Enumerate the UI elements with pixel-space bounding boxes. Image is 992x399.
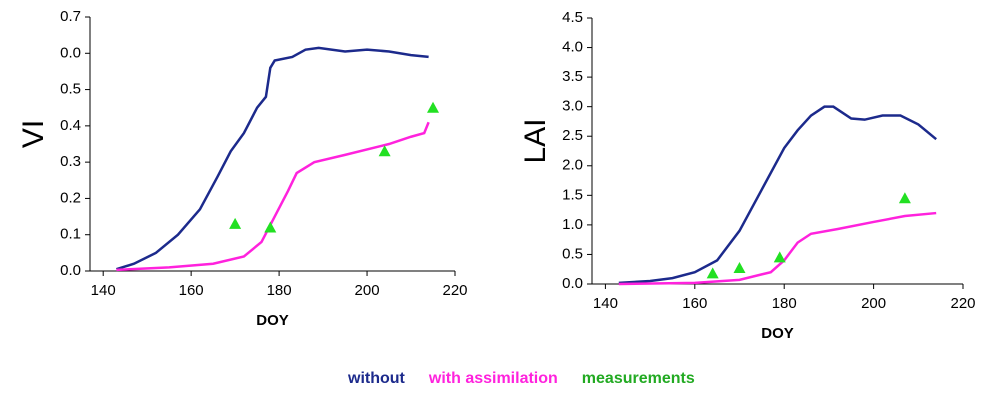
y-tick-label: 4.0 [562,39,583,56]
y-tick-label: 0.3 [60,153,81,170]
measurement-marker [378,145,391,157]
x-tick-label: 180 [772,295,797,312]
x-tick-label: 220 [950,295,975,312]
measurement-marker [427,101,440,113]
series-line [618,105,937,285]
y-tick-label: 0.2 [60,189,81,206]
y-tick-label: 1.5 [562,186,583,203]
series-line [618,211,937,286]
x-tick-label: 140 [593,295,618,312]
x-tick-label: 140 [91,282,116,299]
y-tick-label: 0.0 [60,44,81,61]
y-tick-label: 2.0 [562,157,583,174]
x-tick-label: 180 [267,282,292,299]
legend-entry: measurements [582,370,695,387]
x-tick-label: 200 [355,282,380,299]
x-tick-label: 160 [179,282,204,299]
series-line [116,121,430,272]
y-axis-label: VI [17,120,50,148]
measurement-marker [773,251,786,263]
y-tick-label: 3.5 [562,68,583,85]
y-tick-label: 0.5 [562,245,583,262]
x-axis-label: DOY [256,312,289,329]
y-tick-label: 0.7 [60,8,81,25]
y-tick-label: 1.0 [562,216,583,233]
x-axis-label: DOY [761,325,794,342]
series-line [116,46,429,271]
y-tick-label: 0.1 [60,226,81,243]
y-tick-label: 0.0 [60,262,81,279]
x-tick-label: 220 [442,282,467,299]
y-tick-label: 2.5 [562,127,583,144]
legend-entry: with assimilation [428,370,558,387]
measurement-marker [733,262,746,274]
y-axis-label: LAI [519,118,552,163]
y-tick-label: 4.5 [562,9,583,26]
y-tick-label: 3.0 [562,98,583,115]
x-tick-label: 200 [861,295,886,312]
y-tick-label: 0.4 [60,117,81,134]
y-tick-label: 0.0 [562,275,583,292]
measurement-marker [706,267,719,279]
measurement-marker [264,221,277,233]
x-tick-label: 160 [682,295,707,312]
y-tick-label: 0.5 [60,81,81,98]
measurement-marker [898,192,911,204]
legend-entry: without [347,370,406,387]
measurement-marker [229,217,242,229]
